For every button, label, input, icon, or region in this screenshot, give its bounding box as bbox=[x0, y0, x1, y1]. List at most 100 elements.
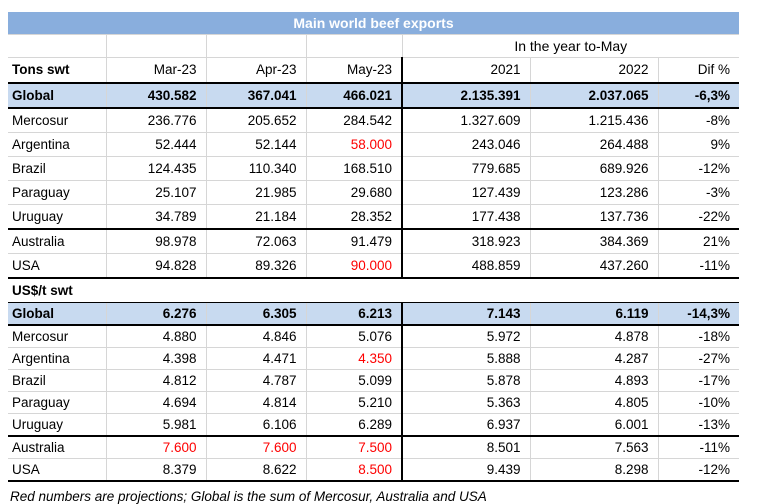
value-cell: 7.600 bbox=[105, 435, 206, 459]
table-row: Argentina 4.398 4.471 4.350 5.888 4.287 … bbox=[8, 347, 740, 370]
col-header-mar-23: Mar-23 bbox=[105, 57, 206, 84]
value-cell: 4.398 bbox=[105, 347, 206, 370]
value-cell: -11% bbox=[657, 435, 740, 459]
value-cell: 127.439 bbox=[401, 180, 530, 205]
value-cell: -27% bbox=[657, 347, 740, 370]
value-cell: 4.805 bbox=[529, 391, 658, 414]
row-label: Argentina bbox=[8, 347, 106, 370]
empty-cell bbox=[105, 34, 206, 58]
value-cell: 236.776 bbox=[105, 108, 206, 133]
section-unit-label: US$/t swt bbox=[12, 283, 73, 298]
table-row: Mercosur 236.776 205.652 284.542 1.327.6… bbox=[8, 108, 740, 133]
value-cell: 4.878 bbox=[529, 325, 658, 348]
value-cell: 6.001 bbox=[529, 413, 658, 437]
table-row: Global 430.582 367.041 466.021 2.135.391… bbox=[8, 82, 740, 109]
col-header-dif-pct: Dif % bbox=[657, 57, 740, 84]
value-cell: 34.789 bbox=[105, 204, 206, 230]
value-cell: 58.000 bbox=[305, 132, 402, 157]
value-cell: 384.369 bbox=[529, 228, 658, 254]
value-cell: 94.828 bbox=[105, 253, 206, 279]
value-cell: 52.444 bbox=[105, 132, 206, 157]
value-cell: 28.352 bbox=[305, 204, 402, 230]
value-cell: 21.184 bbox=[205, 204, 306, 230]
value-cell: 7.600 bbox=[205, 435, 306, 459]
table-row: Brazil 4.812 4.787 5.099 5.878 4.893 -17… bbox=[8, 369, 740, 392]
table-row: Australia 98.978 72.063 91.479 318.923 3… bbox=[8, 228, 740, 254]
value-cell: -17% bbox=[657, 369, 740, 392]
value-cell: 437.260 bbox=[529, 253, 658, 279]
col-header-may-23: May-23 bbox=[305, 57, 402, 84]
value-cell: 488.859 bbox=[401, 253, 530, 279]
value-cell: 5.076 bbox=[305, 325, 402, 348]
value-cell: 4.787 bbox=[205, 369, 306, 392]
row-label: USA bbox=[8, 253, 106, 279]
value-cell: 1.215.436 bbox=[529, 108, 658, 133]
value-cell: 6.106 bbox=[205, 413, 306, 437]
value-cell: 4.880 bbox=[105, 325, 206, 348]
value-cell: 4.471 bbox=[205, 347, 306, 370]
row-label: Brazil bbox=[8, 156, 106, 181]
value-cell: 2.037.065 bbox=[529, 82, 658, 109]
table-title: Main world beef exports bbox=[8, 12, 739, 34]
value-cell: 123.286 bbox=[529, 180, 658, 205]
row-label: Global bbox=[8, 302, 106, 326]
table-row: Paraguay 25.107 21.985 29.680 127.439 12… bbox=[8, 180, 740, 205]
row-label: Australia bbox=[8, 228, 106, 254]
value-cell: 5.363 bbox=[401, 391, 530, 414]
row-label: Global bbox=[8, 82, 106, 109]
col-header-2021: 2021 bbox=[401, 57, 530, 84]
value-cell: 264.488 bbox=[529, 132, 658, 157]
value-cell: -6,3% bbox=[657, 82, 740, 109]
value-cell: 6.276 bbox=[105, 302, 206, 326]
year-to-may-header: In the year to-May bbox=[401, 34, 740, 58]
row-label: Brazil bbox=[8, 369, 106, 392]
table-row: Uruguay 5.981 6.106 6.289 6.937 6.001 -1… bbox=[8, 413, 740, 437]
beef-exports-report: Main world beef exports In the year to-M… bbox=[8, 12, 740, 504]
table-row: USA 94.828 89.326 90.000 488.859 437.260… bbox=[8, 253, 740, 279]
value-cell: 4.814 bbox=[205, 391, 306, 414]
value-cell: -12% bbox=[657, 156, 740, 181]
value-cell: -13% bbox=[657, 413, 740, 437]
value-cell: 98.978 bbox=[105, 228, 206, 254]
span-header-row: In the year to-May bbox=[8, 34, 740, 58]
value-cell: 6.289 bbox=[305, 413, 402, 437]
value-cell: 6.119 bbox=[529, 302, 658, 326]
row-label: Paraguay bbox=[8, 391, 106, 414]
value-cell: -10% bbox=[657, 391, 740, 414]
value-cell: -3% bbox=[657, 180, 740, 205]
value-cell: 4.893 bbox=[529, 369, 658, 392]
value-cell: 318.923 bbox=[401, 228, 530, 254]
value-cell: -11% bbox=[657, 253, 740, 279]
value-cell: 7.143 bbox=[401, 302, 530, 326]
value-cell: 430.582 bbox=[105, 82, 206, 109]
value-cell: 9% bbox=[657, 132, 740, 157]
value-cell: 72.063 bbox=[205, 228, 306, 254]
value-cell: 5.210 bbox=[305, 391, 402, 414]
value-cell: 124.435 bbox=[105, 156, 206, 181]
value-cell: 779.685 bbox=[401, 156, 530, 181]
empty-cell bbox=[305, 34, 402, 58]
table-row: Global 6.276 6.305 6.213 7.143 6.119 -14… bbox=[8, 302, 740, 326]
table-row: Uruguay 34.789 21.184 28.352 177.438 137… bbox=[8, 204, 740, 230]
value-cell: 1.327.609 bbox=[401, 108, 530, 133]
table-row: Argentina 52.444 52.144 58.000 243.046 2… bbox=[8, 132, 740, 157]
value-cell: 5.972 bbox=[401, 325, 530, 348]
value-cell: 4.694 bbox=[105, 391, 206, 414]
value-cell: 367.041 bbox=[205, 82, 306, 109]
table-row: Mercosur 4.880 4.846 5.076 5.972 4.878 -… bbox=[8, 325, 740, 348]
value-cell: 90.000 bbox=[305, 253, 402, 279]
value-cell: 5.888 bbox=[401, 347, 530, 370]
col-header-apr-23: Apr-23 bbox=[205, 57, 306, 84]
row-label: Mercosur bbox=[8, 325, 106, 348]
value-cell: 91.479 bbox=[305, 228, 402, 254]
column-header-row: Tons swt Mar-23 Apr-23 May-23 2021 2022 … bbox=[8, 57, 740, 84]
value-cell: -12% bbox=[657, 458, 740, 482]
value-cell: 6.305 bbox=[205, 302, 306, 326]
value-cell: 89.326 bbox=[205, 253, 306, 279]
row-label: Australia bbox=[8, 435, 106, 459]
value-cell: 21.985 bbox=[205, 180, 306, 205]
value-cell: 29.680 bbox=[305, 180, 402, 205]
value-cell: 4.287 bbox=[529, 347, 658, 370]
row-label: Uruguay bbox=[8, 413, 106, 437]
value-cell: 243.046 bbox=[401, 132, 530, 157]
